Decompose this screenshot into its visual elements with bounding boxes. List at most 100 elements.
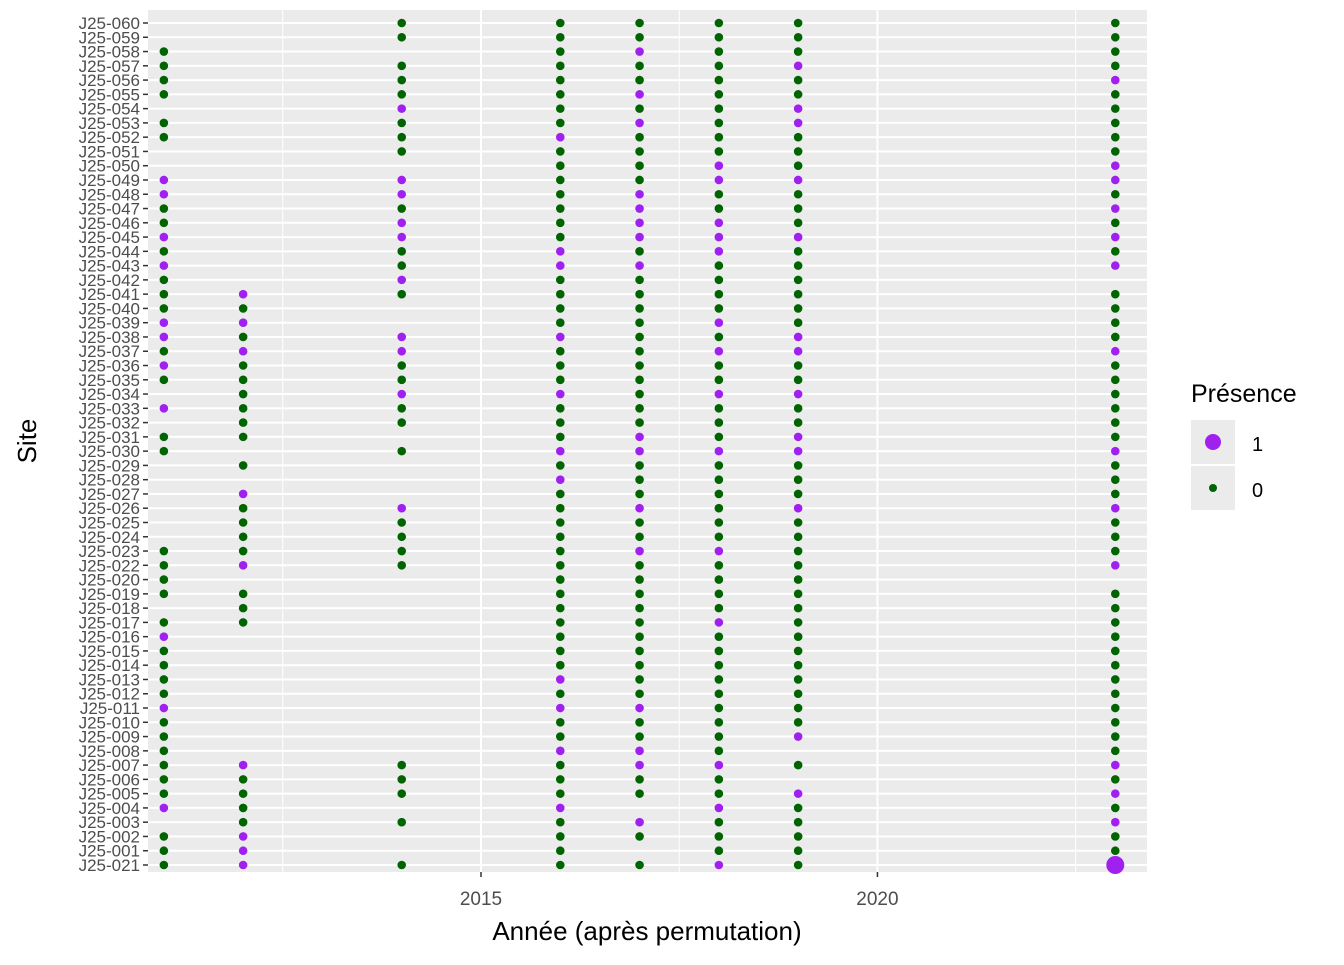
x-axis-title: Année (après permutation) [492,916,801,946]
point-absent [714,461,724,470]
point-absent [635,461,644,470]
point-absent [714,475,724,484]
point-present [635,546,644,556]
point-absent [793,261,803,270]
point-absent [635,132,644,142]
point-absent [714,404,724,413]
y-tick-label: J25-053 [79,114,140,133]
point-present [1110,346,1120,356]
point-absent [159,860,169,870]
point-absent [714,118,724,128]
point-absent [159,289,169,299]
point-present [397,275,407,285]
point-absent [555,118,565,128]
y-tick-label: J25-047 [79,200,140,219]
y-tick-label: J25-051 [79,142,140,161]
point-present [635,446,644,456]
point-absent [793,518,803,527]
point-absent [793,703,803,713]
point-absent [555,275,565,285]
point-present [635,746,644,756]
point-absent [1110,47,1120,56]
y-tick-label: J25-009 [79,728,140,747]
point-absent [555,575,565,584]
point-absent [555,318,565,327]
point-absent [555,90,565,99]
point-absent [793,289,803,299]
point-absent [555,432,565,442]
point-absent [635,646,644,656]
point-present [238,832,248,841]
point-absent [714,603,724,613]
point-absent [793,489,803,499]
point-absent [793,418,803,427]
point-present [793,389,803,399]
point-absent [1110,304,1120,313]
point-present [635,189,644,199]
point-absent [555,32,565,42]
point-absent [238,404,248,413]
point-absent [635,247,644,256]
point-absent [793,318,803,327]
point-present [635,760,644,770]
point-present [635,118,644,128]
point-absent [714,204,724,213]
point-absent [397,289,407,299]
point-absent [1110,104,1120,113]
y-tick-label: J25-044 [79,242,140,261]
point-absent [793,860,803,870]
point-present [714,546,724,556]
y-tick-label: J25-003 [79,813,140,832]
point-absent [1110,632,1120,641]
point-present [1110,817,1120,827]
y-tick-label: J25-030 [79,442,140,461]
point-absent [1110,646,1120,656]
legend-label-absent: 0 [1252,480,1263,502]
point-present [238,561,248,570]
point-absent [397,561,407,570]
point-absent [1110,361,1120,370]
point-absent [1110,746,1120,756]
y-tick-label: J25-022 [79,556,140,575]
point-absent [159,304,169,313]
point-absent [635,660,644,670]
point-present [714,346,724,356]
point-absent [714,32,724,42]
y-tick-label: J25-013 [79,670,140,689]
point-absent [159,618,169,627]
point-absent [555,404,565,413]
point-absent [159,660,169,670]
point-present [159,703,169,713]
point-present [714,760,724,770]
point-absent [555,147,565,156]
point-present [635,261,644,270]
point-absent [793,247,803,256]
point-absent [714,275,724,285]
point-absent [555,817,565,827]
point-absent [1110,703,1120,713]
point-absent [1110,775,1120,784]
point-absent [714,518,724,527]
point-absent [714,489,724,499]
point-absent [1110,518,1120,527]
point-absent [1110,546,1120,556]
point-present [1110,561,1120,570]
point-present [555,332,565,342]
point-absent [635,104,644,113]
point-present [555,446,565,456]
point-absent [1110,189,1120,199]
point-absent [635,518,644,527]
point-absent [159,689,169,699]
point-absent [793,575,803,584]
point-present [159,404,169,413]
point-absent [159,775,169,784]
point-present [714,232,724,242]
point-present [555,675,565,684]
point-absent [555,832,565,841]
y-tick-label: J25-058 [79,43,140,62]
point-present [238,346,248,356]
point-absent [159,575,169,584]
point-absent [714,632,724,641]
point-absent [793,646,803,656]
